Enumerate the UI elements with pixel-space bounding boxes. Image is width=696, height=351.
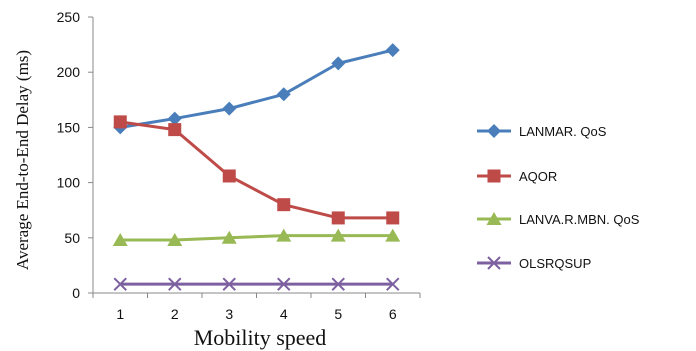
data-point <box>276 87 291 102</box>
x-tick-label: 1 <box>116 306 124 322</box>
y-tick-label: 200 <box>57 64 81 80</box>
data-point <box>276 228 292 242</box>
data-point <box>331 56 346 71</box>
y-tick-label: 100 <box>57 175 81 191</box>
legend-label: AQOR <box>519 169 557 184</box>
x-tick-label: 5 <box>334 306 342 322</box>
x-tick-label: 6 <box>389 306 397 322</box>
data-point <box>113 277 127 291</box>
data-point <box>222 101 237 116</box>
data-point <box>277 277 291 291</box>
x-axis-label: Mobility speed <box>194 325 327 350</box>
data-point <box>222 277 236 291</box>
data-point <box>112 233 128 247</box>
legend-label: LANVA.R.MBN. QoS <box>519 212 640 227</box>
x-tick-label: 3 <box>225 306 233 322</box>
y-axis-label: Average End-to-End Delay (ms) <box>13 50 32 270</box>
series-2 <box>113 115 400 225</box>
legend-marker <box>487 256 501 270</box>
data-point <box>168 123 182 137</box>
data-point <box>167 233 183 247</box>
data-point <box>167 111 182 126</box>
legend-item: LANMAR. QoS <box>477 124 607 139</box>
legend-label: LANMAR. QoS <box>519 124 607 139</box>
x-axis-ticks: 1 2 3 4 5 6 <box>92 293 421 322</box>
legend-item: AQOR <box>477 169 557 184</box>
data-point <box>222 169 236 183</box>
data-point <box>331 277 345 291</box>
legend-item: LANVA.R.MBN. QoS <box>477 212 640 227</box>
series-line <box>120 48 394 129</box>
series-1 <box>113 43 400 135</box>
data-point <box>385 43 400 58</box>
y-axis-ticks: 0 50 100 150 200 250 <box>57 9 93 301</box>
axes <box>92 17 420 294</box>
data-point <box>113 115 127 129</box>
data-point <box>386 277 400 291</box>
data-point <box>386 211 400 225</box>
data-point <box>330 228 346 242</box>
legend-item: OLSRQSUP <box>477 256 591 271</box>
legend-marker <box>487 124 501 138</box>
data-point <box>221 230 237 244</box>
x-tick-label: 2 <box>171 306 179 322</box>
series-line <box>120 120 393 220</box>
data-point <box>277 198 291 212</box>
series-line <box>120 234 393 242</box>
data-point <box>385 228 401 242</box>
data-point <box>331 211 345 225</box>
x-tick-label: 4 <box>280 306 288 322</box>
legend-label: OLSRQSUP <box>519 256 591 271</box>
y-tick-label: 50 <box>64 230 80 246</box>
y-tick-label: 250 <box>57 9 81 25</box>
legend-marker <box>487 169 501 183</box>
data-point <box>168 277 182 291</box>
series-layer <box>112 43 401 291</box>
y-tick-label: 150 <box>57 119 81 135</box>
series-3 <box>112 228 401 247</box>
legend: LANMAR. QoS AQOR LANVA.R.MBN. QoS OLSRQSUP <box>477 124 640 271</box>
series-4 <box>113 277 400 291</box>
y-tick-label: 0 <box>72 285 80 301</box>
legend-marker <box>486 212 502 225</box>
